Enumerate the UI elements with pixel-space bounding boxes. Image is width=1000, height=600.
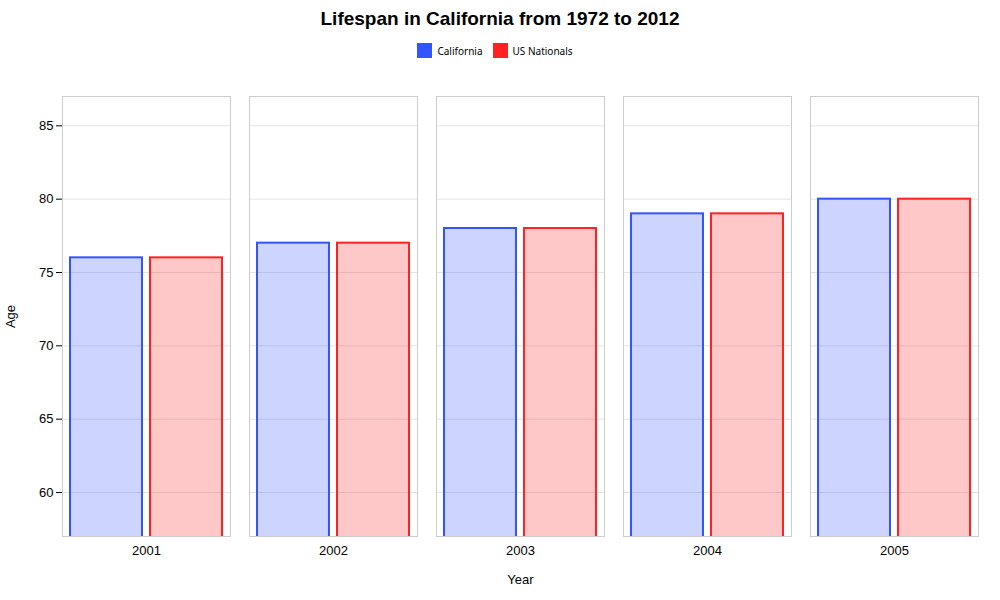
html-text:Lifespan in California from 19: Lifespan in California from 1972 to 2012 — [320, 8, 680, 29]
svg-text:65: 65 — [39, 411, 53, 426]
html-text:California: California — [437, 43, 483, 58]
html-text:US Nationals: US Nationals — [512, 43, 573, 58]
svg-text:2004: 2004 — [693, 543, 722, 558]
svg-text:2002: 2002 — [319, 543, 348, 558]
svg-text:60: 60 — [39, 485, 53, 500]
svg-text:85: 85 — [39, 118, 53, 133]
svg-text:Age: Age — [3, 305, 18, 328]
svg-text:70: 70 — [39, 338, 53, 353]
svg-text:2003: 2003 — [506, 543, 535, 558]
svg-text:2001: 2001 — [132, 543, 161, 558]
svg-text:80: 80 — [39, 191, 53, 206]
svg-text:Year: Year — [507, 572, 534, 587]
svg-text:2005: 2005 — [880, 543, 909, 558]
svg-text:75: 75 — [39, 265, 53, 280]
